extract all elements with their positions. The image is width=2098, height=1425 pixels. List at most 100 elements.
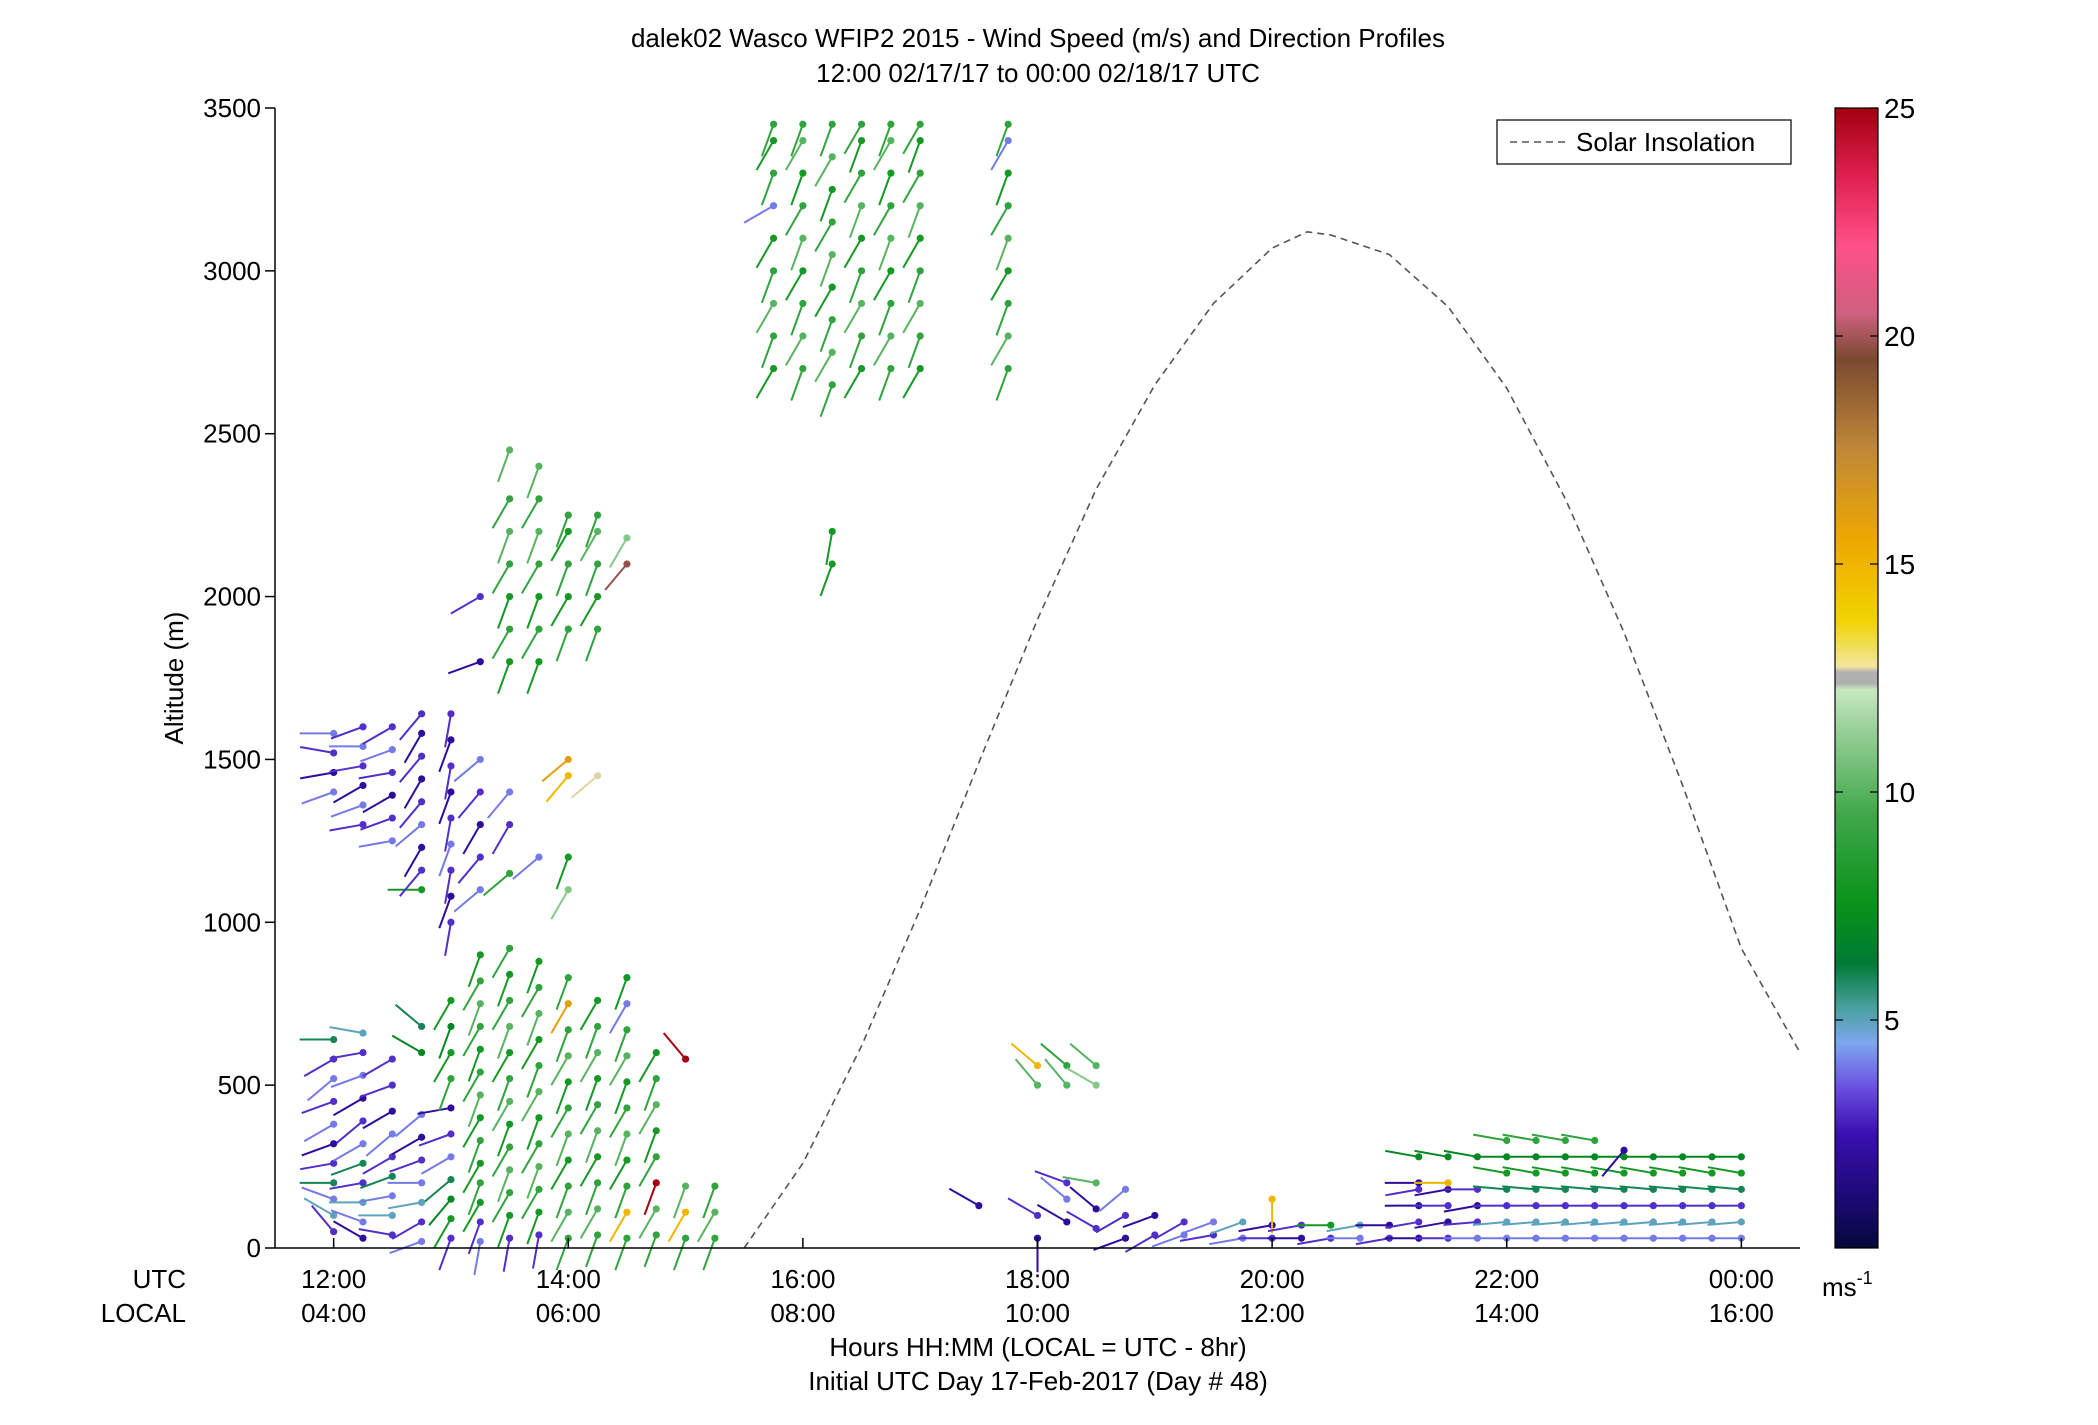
wind-barb-shaft [825, 531, 834, 566]
wind-barb-point [506, 1166, 514, 1174]
wind-barb-point [593, 1153, 602, 1161]
profile-column [1531, 1133, 1569, 1242]
wind-barb-point [506, 592, 514, 601]
wind-barb-point [799, 169, 807, 177]
wind-barb-point [916, 234, 924, 242]
wind-barb-shaft [330, 1074, 364, 1088]
profile-column [512, 462, 543, 1269]
wind-barb-point [388, 814, 396, 822]
wind-barb-shaft [819, 563, 834, 597]
profile-column [990, 120, 1012, 401]
wind-barb-shaft [444, 713, 452, 748]
wind-barb-point [535, 957, 543, 965]
wind-barb-point [535, 1208, 543, 1216]
wind-barb-point [593, 592, 602, 601]
wind-barb-point [476, 1068, 484, 1076]
wind-barb-point [1591, 1169, 1599, 1177]
profile-column [948, 1187, 983, 1210]
profile-column [785, 120, 807, 401]
wind-barb-shaft [497, 449, 511, 483]
wind-barb-point [418, 1156, 426, 1164]
wind-barb-shaft [526, 1117, 540, 1151]
wind-barb-shaft [491, 999, 511, 1031]
wind-barb-shaft [1472, 1220, 1507, 1226]
wind-barb-shaft [579, 1208, 599, 1239]
wind-barb-shaft [330, 804, 364, 818]
wind-barb-shaft [1062, 1176, 1097, 1184]
wind-barb-point [388, 1211, 396, 1220]
wind-barb-point [506, 495, 514, 503]
wind-barb-point [506, 1234, 514, 1242]
wind-barb-shaft [1124, 1234, 1156, 1253]
wind-barb-point [1004, 202, 1012, 210]
wind-barb-shaft [907, 140, 922, 173]
wind-barb-shaft [467, 1182, 482, 1216]
wind-barb-shaft [902, 123, 922, 155]
wind-barb-point [828, 348, 836, 356]
wind-barb-shaft [579, 1052, 599, 1083]
wind-barb-shaft [990, 270, 1010, 301]
wind-barb-point [887, 120, 895, 128]
wind-barb-shaft [609, 1159, 628, 1191]
wind-barb-shaft [391, 1034, 423, 1054]
wind-barb-point [1268, 1195, 1276, 1203]
wind-barb-point [359, 762, 367, 770]
wind-barb-point [476, 1091, 484, 1099]
wind-barb-shaft [491, 1100, 511, 1132]
wind-barb-shaft [878, 368, 892, 401]
wind-barb-shaft [300, 1162, 334, 1171]
wind-barb-point [476, 820, 484, 829]
wind-barb-point [1327, 1221, 1335, 1229]
wind-barb-point [652, 1048, 660, 1057]
wind-barb-shaft [450, 595, 481, 615]
wind-barb-shaft [467, 1048, 482, 1082]
row-label-local: LOCAL [101, 1298, 186, 1328]
wind-barb-shaft [1267, 1224, 1302, 1233]
wind-barb-shaft [1385, 1188, 1419, 1197]
legend: Solar Insolation [1496, 119, 1792, 165]
profile-column [843, 120, 866, 399]
wind-barb-point [388, 1107, 396, 1115]
wind-barb-point [1004, 234, 1012, 242]
profile-column [697, 1182, 719, 1271]
wind-barb-shaft [301, 1142, 334, 1157]
wind-barb-point [388, 1172, 396, 1180]
wind-barb-shaft [526, 1013, 540, 1046]
wind-barb-point [769, 299, 778, 308]
wind-barb-shaft [848, 205, 863, 239]
profile-column [1209, 1218, 1247, 1246]
wind-barb-shaft [1069, 1186, 1097, 1210]
wind-barb-point [564, 1000, 572, 1008]
wind-barb-shaft [643, 1234, 658, 1268]
colorbar-tick-label: 20 [1884, 321, 1915, 352]
wind-barb-shaft [814, 156, 834, 187]
wind-barb-point [506, 1189, 514, 1197]
wind-barb-shaft [438, 843, 452, 877]
wind-barb-shaft [389, 1159, 422, 1173]
wind-barb-point [769, 332, 778, 340]
wind-barb-point [1121, 1234, 1130, 1242]
wind-barb-point [1121, 1185, 1130, 1193]
wind-barb-point [447, 788, 455, 796]
wind-barb-shaft [433, 999, 452, 1031]
wind-barb-shaft [990, 335, 1010, 366]
wind-barb-point [330, 1120, 338, 1128]
wind-barb-shaft [878, 237, 892, 271]
wind-barb-shaft [579, 999, 599, 1031]
wind-barb-point [769, 169, 778, 177]
x-tick-label-local: 08:00 [770, 1298, 835, 1328]
wind-barb-shaft [329, 823, 364, 832]
wind-barb-point [593, 1101, 602, 1109]
wind-barb-shaft [1355, 1237, 1390, 1246]
wind-barb-shaft [672, 1185, 687, 1219]
wind-barb-shaft [1561, 1166, 1595, 1175]
wind-barb-point [1063, 1218, 1071, 1226]
wind-barb-point [447, 1075, 455, 1083]
wind-barb-point [447, 918, 455, 926]
wind-barb-point [330, 1140, 338, 1148]
wind-barb-point [1737, 1153, 1745, 1161]
profile-column [417, 710, 455, 1271]
wind-barb-point [769, 136, 778, 145]
wind-barb-point [476, 1179, 484, 1187]
wind-barb-shaft [585, 628, 599, 662]
